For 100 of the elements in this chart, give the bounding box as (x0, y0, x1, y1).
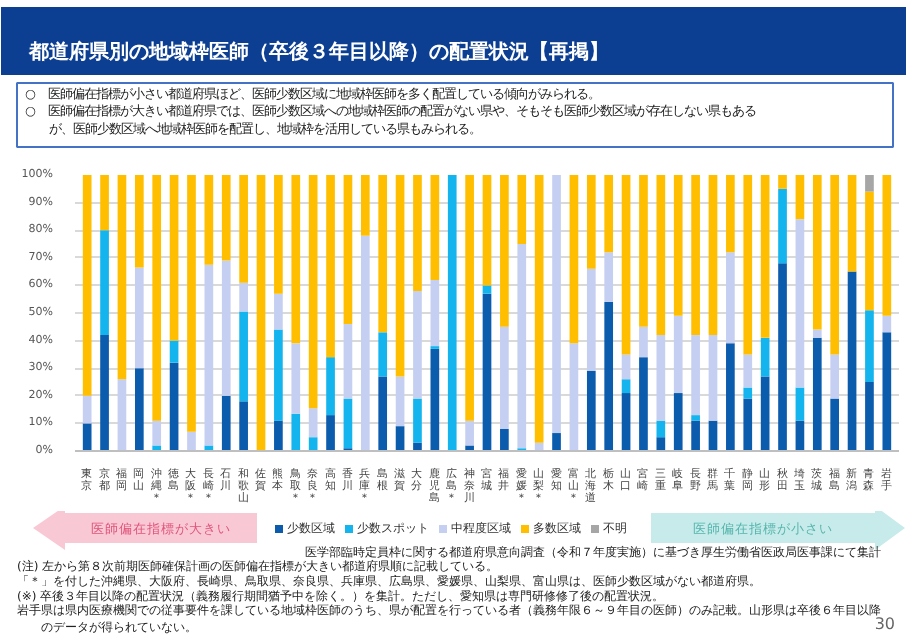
bar (760, 337, 770, 377)
bar (82, 395, 92, 424)
bar (726, 343, 735, 451)
bar (882, 315, 892, 333)
bar (708, 175, 718, 336)
bar (760, 175, 770, 338)
bar (482, 285, 492, 294)
bar (691, 335, 700, 416)
bar (239, 175, 248, 283)
bar (847, 271, 857, 451)
bar (708, 335, 718, 421)
bar (760, 376, 770, 451)
bar (482, 175, 492, 286)
bar (656, 437, 666, 451)
bar (117, 175, 127, 380)
bar (586, 175, 596, 269)
bar (274, 175, 283, 294)
bar (187, 175, 196, 432)
bar (812, 337, 822, 451)
bar (169, 175, 179, 341)
bar (447, 175, 457, 451)
bar (534, 175, 544, 443)
bar (691, 415, 700, 421)
bar (830, 398, 840, 451)
bar (778, 263, 787, 451)
bar (152, 445, 162, 451)
bar (274, 293, 283, 330)
bar (656, 335, 666, 421)
bar (726, 252, 735, 344)
bar (656, 420, 666, 438)
bar (795, 219, 805, 388)
bar (482, 293, 492, 451)
bar (812, 329, 822, 338)
bar (378, 332, 388, 377)
bar (430, 175, 440, 280)
bar (552, 433, 561, 451)
bar (569, 175, 579, 344)
bar (395, 376, 405, 427)
bar (847, 175, 857, 272)
bar (100, 335, 109, 451)
bar (117, 379, 127, 451)
bar (152, 420, 162, 446)
bar (343, 398, 353, 449)
bar (743, 354, 753, 388)
bar (395, 175, 405, 377)
bar (639, 175, 648, 327)
bar (500, 326, 509, 429)
bar (621, 379, 631, 394)
bar (343, 324, 353, 399)
bar (308, 408, 318, 438)
bar (291, 343, 301, 414)
bar (743, 175, 753, 355)
bar (326, 175, 335, 358)
bar (830, 354, 840, 399)
bar (134, 368, 144, 451)
bar (865, 175, 874, 192)
bar (274, 420, 283, 451)
bar (465, 175, 474, 421)
bar (691, 175, 700, 336)
bar (343, 175, 353, 325)
bar (673, 175, 683, 316)
bar (308, 437, 318, 451)
bar (639, 326, 648, 358)
bar (552, 175, 561, 434)
bar (691, 420, 700, 451)
bar (291, 413, 301, 451)
bar (465, 445, 474, 451)
bar (360, 175, 370, 236)
bar (865, 191, 874, 311)
bar (221, 395, 231, 451)
bar (882, 332, 892, 451)
bar (778, 175, 787, 189)
bar (830, 175, 840, 355)
bar (604, 175, 614, 253)
bar (413, 398, 422, 443)
bar (586, 268, 596, 371)
bar (239, 311, 248, 402)
bar (239, 282, 248, 312)
bar (134, 175, 144, 268)
bar (743, 387, 753, 399)
chart-title: 都道府県別の地域枠医師（卒後３年目以降）の配置状況【再掲】 (27, 40, 609, 64)
bar (100, 175, 109, 231)
bar (569, 343, 579, 451)
bar (221, 175, 231, 261)
bar (291, 175, 301, 344)
bar (326, 415, 335, 451)
bar (673, 315, 683, 394)
bar (517, 175, 527, 244)
bar (169, 340, 179, 363)
bar (413, 175, 422, 291)
bar (378, 175, 388, 333)
bar (152, 175, 162, 421)
bar (500, 175, 509, 327)
bar (500, 428, 509, 451)
bar (308, 175, 318, 409)
bar (82, 423, 92, 451)
bar (604, 252, 614, 302)
bar (621, 175, 631, 355)
bar (621, 354, 631, 380)
bar (430, 348, 440, 451)
